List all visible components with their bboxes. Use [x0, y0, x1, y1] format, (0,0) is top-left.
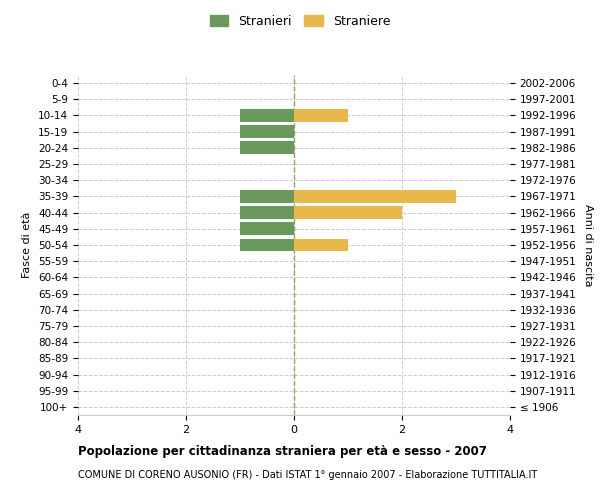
Text: Popolazione per cittadinanza straniera per età e sesso - 2007: Popolazione per cittadinanza straniera p… — [78, 445, 487, 458]
Bar — [240, 238, 294, 252]
Bar — [240, 125, 294, 138]
Bar — [240, 109, 294, 122]
Bar — [240, 190, 294, 203]
Bar — [294, 109, 348, 122]
Legend: Stranieri, Straniere: Stranieri, Straniere — [206, 11, 394, 32]
Bar — [240, 142, 294, 154]
Y-axis label: Fasce di età: Fasce di età — [22, 212, 32, 278]
Bar — [240, 206, 294, 219]
Y-axis label: Anni di nascita: Anni di nascita — [583, 204, 593, 286]
Text: COMUNE DI CORENO AUSONIO (FR) - Dati ISTAT 1° gennaio 2007 - Elaborazione TUTTIT: COMUNE DI CORENO AUSONIO (FR) - Dati IST… — [78, 470, 537, 480]
Bar — [294, 206, 402, 219]
Bar — [240, 222, 294, 235]
Bar — [294, 238, 348, 252]
Bar — [294, 190, 456, 203]
